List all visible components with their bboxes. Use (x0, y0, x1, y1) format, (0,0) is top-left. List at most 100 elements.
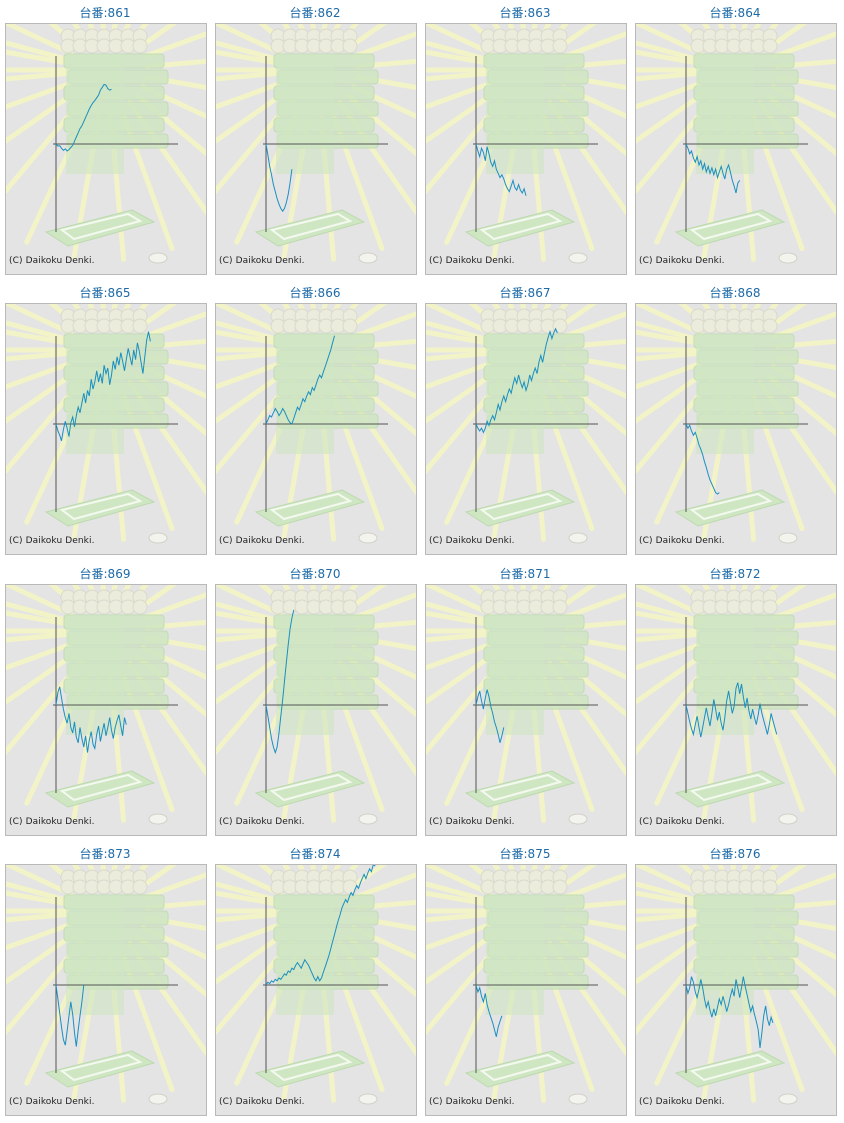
art-ray (562, 31, 626, 59)
graph-cell: 台番:861 (C) Daikoku Denki. (0, 0, 210, 280)
art-ray (48, 865, 79, 888)
art-ray (216, 601, 281, 624)
art-box-side (486, 54, 544, 174)
art-ray (216, 911, 280, 923)
art-tray (464, 1050, 576, 1088)
art-ray (6, 320, 71, 343)
series-line (265, 335, 335, 425)
art-coin (358, 1093, 378, 1105)
art-tray-rim (689, 1053, 773, 1082)
art-medal (342, 879, 358, 895)
art-medal (552, 879, 568, 895)
machine-number-title[interactable]: 台番:874 (289, 847, 341, 861)
art-tray-rim (59, 212, 143, 241)
art-ray (6, 90, 77, 144)
graph-cell: 台番:866 (C) Daikoku Denki. (210, 280, 420, 560)
art-ray (6, 81, 72, 110)
series-line (265, 865, 376, 986)
art-ray (143, 74, 206, 90)
art-ray (6, 651, 77, 705)
graph-panel: (C) Daikoku Denki. (215, 864, 417, 1116)
machine-number-title[interactable]: 台番:862 (289, 6, 341, 20)
series-line (685, 143, 741, 194)
art-ray (773, 354, 836, 370)
art-ray (636, 922, 702, 951)
series-line (475, 327, 558, 434)
art-ray (258, 24, 289, 47)
machine-number-title[interactable]: 台番:875 (499, 847, 551, 861)
machine-number-title[interactable]: 台番:872 (709, 567, 761, 581)
copyright-label: (C) Daikoku Denki. (9, 817, 95, 827)
machine-number-title[interactable]: 台番:866 (289, 286, 341, 300)
art-ray (6, 361, 72, 390)
machine-number-title[interactable]: 台番:868 (709, 286, 761, 300)
art-ray (137, 304, 178, 330)
machine-number-title[interactable]: 台番:861 (79, 6, 131, 20)
graph-panel: (C) Daikoku Denki. (635, 864, 837, 1116)
copyright-label: (C) Daikoku Denki. (639, 256, 725, 266)
art-ray (216, 865, 284, 897)
art-ray (636, 585, 704, 617)
art-tray-rim (689, 773, 773, 802)
machine-number-title[interactable]: 台番:870 (289, 567, 341, 581)
machine-number-title[interactable]: 台番:863 (499, 6, 551, 20)
copyright-label: (C) Daikoku Denki. (429, 1097, 515, 1107)
art-ray (426, 651, 497, 705)
art-tray (254, 770, 366, 808)
graph-svg (636, 585, 836, 825)
art-coin (778, 813, 798, 825)
art-ray (6, 585, 74, 617)
art-ray (767, 585, 808, 611)
art-ray (774, 619, 836, 631)
machine-number-title[interactable]: 台番:876 (709, 847, 761, 861)
art-ray (636, 610, 701, 627)
art-ray (216, 642, 282, 671)
copyright-label: (C) Daikoku Denki. (639, 536, 725, 546)
art-ray (557, 304, 598, 330)
machine-number-title[interactable]: 台番:873 (79, 847, 131, 861)
art-tray (44, 489, 156, 527)
art-ray (352, 31, 416, 59)
art-ray (772, 311, 836, 339)
art-ray (678, 585, 709, 608)
graph-cell: 台番:869 (C) Daikoku Denki. (0, 561, 210, 841)
machine-number-title[interactable]: 台番:865 (79, 286, 131, 300)
slot-machine-art (6, 24, 206, 264)
art-ray (426, 40, 491, 63)
art-ray (636, 881, 701, 904)
slot-machine-art (426, 865, 626, 1105)
art-ray (6, 329, 71, 346)
machine-number-title[interactable]: 台番:869 (79, 567, 131, 581)
graph-cell: 台番:867 (C) Daikoku Denki. (420, 280, 630, 560)
copyright-label: (C) Daikoku Denki. (219, 817, 305, 827)
art-ray (137, 865, 178, 891)
art-ray (426, 49, 491, 66)
art-ray (216, 610, 281, 627)
art-ray (216, 361, 282, 390)
art-ray (426, 585, 494, 617)
art-ray (426, 881, 491, 904)
art-ray (468, 585, 499, 608)
art-ray (352, 311, 416, 339)
art-ray (140, 925, 206, 960)
art-ray (137, 24, 178, 50)
machine-number-title[interactable]: 台番:871 (499, 567, 551, 581)
art-ray (426, 911, 490, 923)
art-ray (144, 338, 206, 350)
art-ray (216, 70, 280, 82)
art-tray-rim (479, 773, 563, 802)
art-ray (557, 865, 598, 891)
art-tray-rim (479, 212, 563, 241)
art-ray (347, 865, 388, 891)
art-ray (770, 84, 836, 119)
machine-number-title[interactable]: 台番:867 (499, 286, 551, 300)
machine-number-title[interactable]: 台番:864 (709, 6, 761, 20)
series-line (55, 83, 112, 152)
art-medal (342, 318, 358, 334)
art-ray (426, 329, 491, 346)
art-ray (353, 74, 416, 90)
art-ray (426, 361, 492, 390)
graph-cell: 台番:874 (C) Daikoku Denki. (210, 841, 420, 1121)
graph-panel: (C) Daikoku Denki. (425, 303, 627, 555)
graph-panel: (C) Daikoku Denki. (215, 23, 417, 275)
